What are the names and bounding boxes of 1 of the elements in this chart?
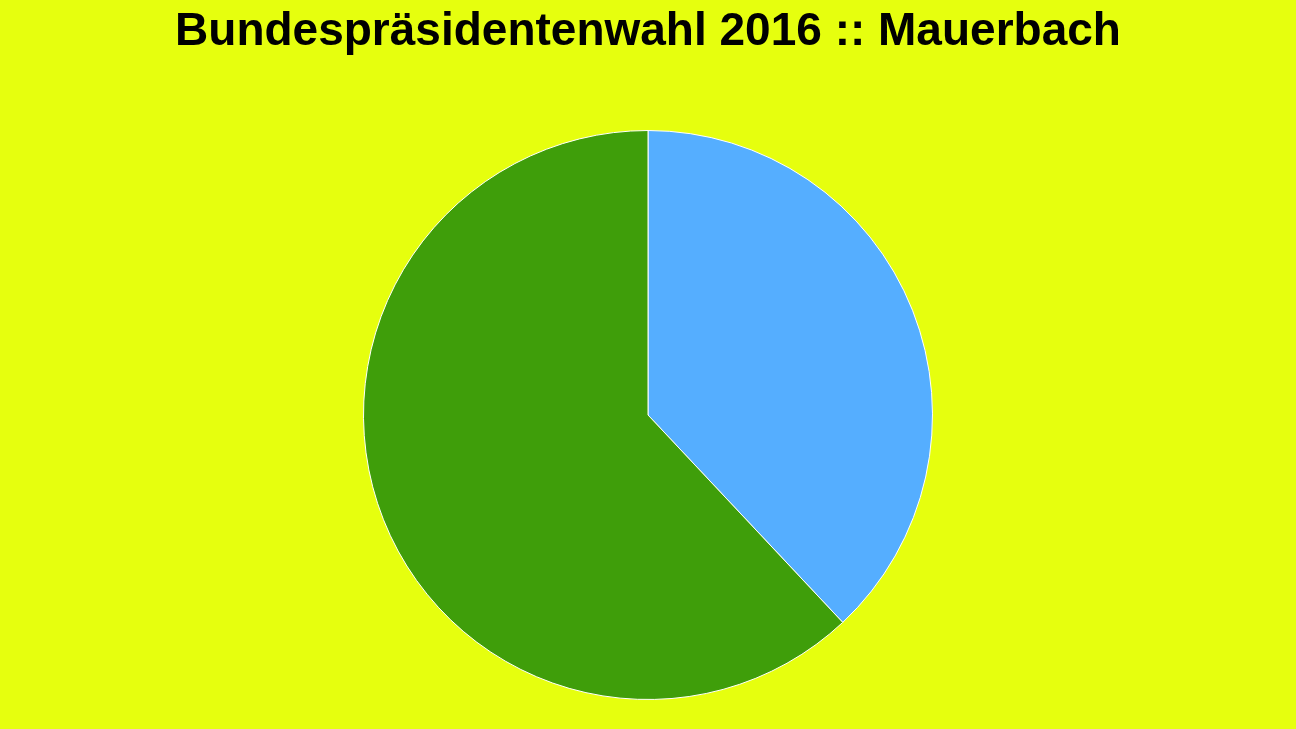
chart-title: Bundespräsidentenwahl 2016 :: Mauerbach <box>174 2 1122 56</box>
